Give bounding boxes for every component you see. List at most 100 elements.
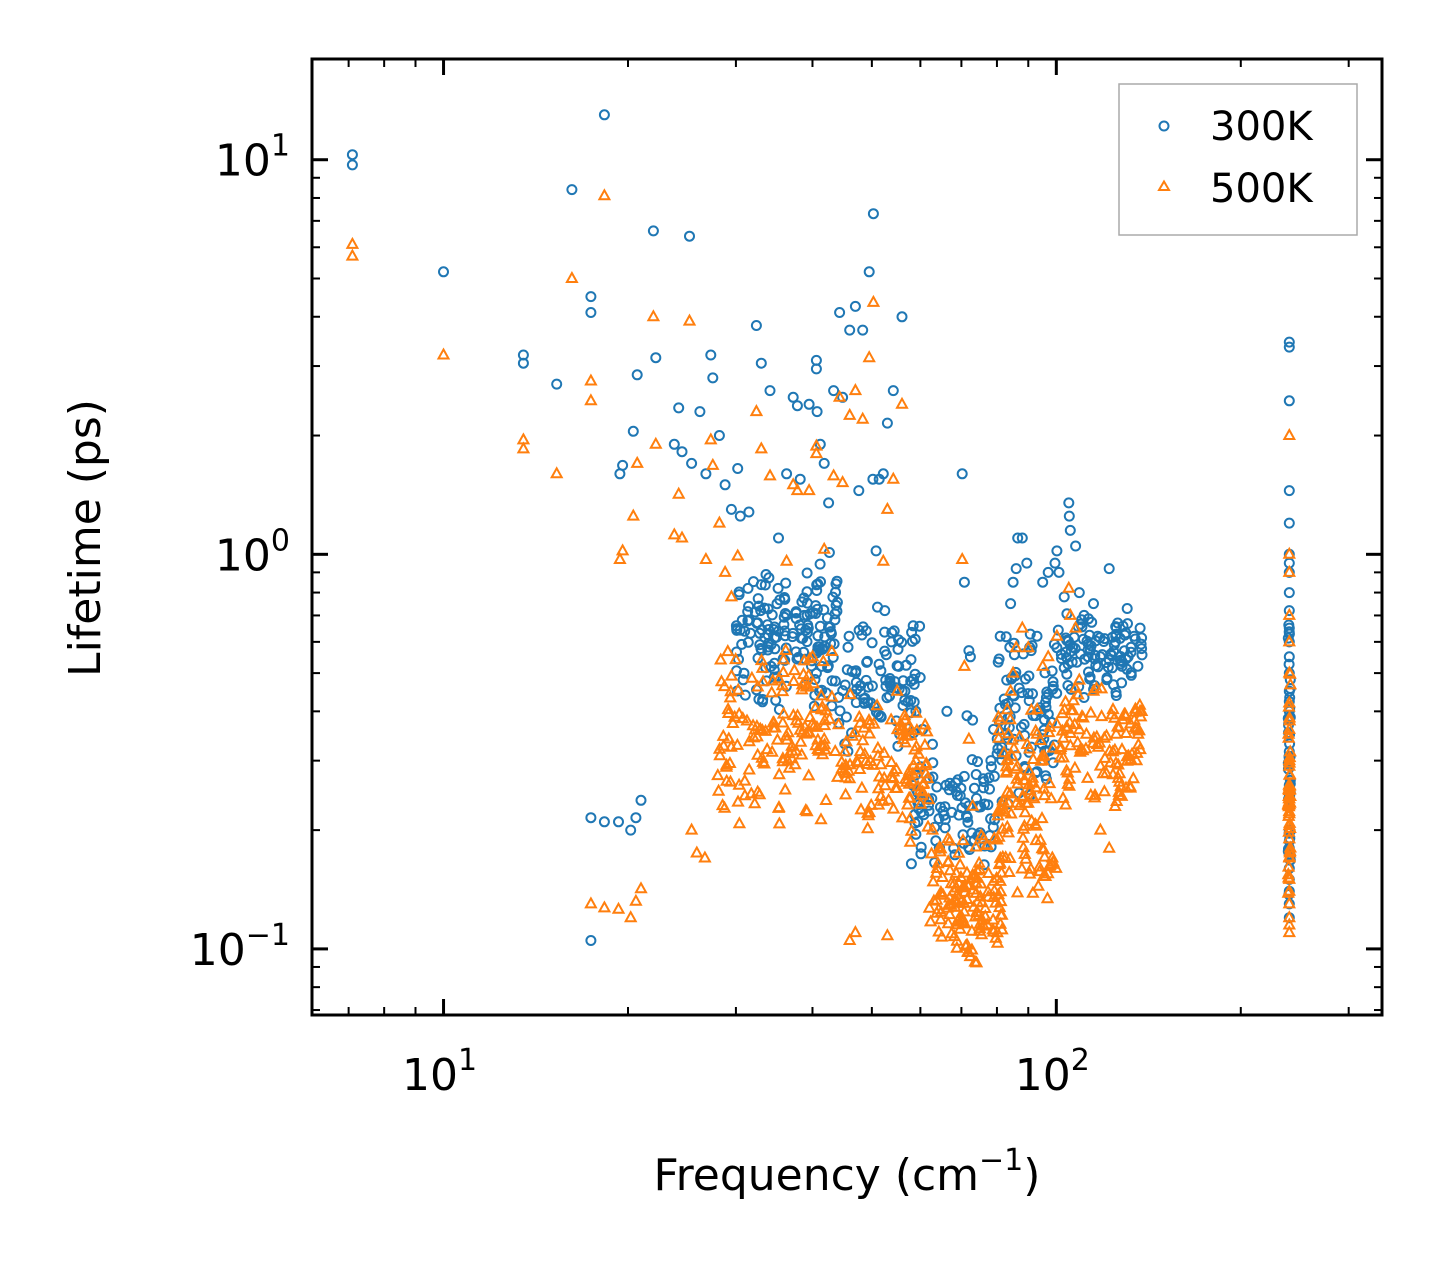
scatter-point-300k <box>798 592 810 604</box>
scatter-point-500k <box>744 786 758 799</box>
scatter-point-300k <box>952 774 964 786</box>
scatter-point-500k <box>861 821 875 834</box>
scatter-point-300k <box>867 208 879 220</box>
scatter-point-500k <box>730 737 745 750</box>
scatter-point-300k <box>877 468 889 480</box>
scatter-point-300k <box>755 579 767 591</box>
scatter-point-500k <box>801 679 815 692</box>
scatter-point-500k <box>880 501 895 514</box>
scatter-point-500k <box>955 551 969 564</box>
scatter-point-500k <box>796 667 811 680</box>
scatter-point-500k <box>980 837 994 850</box>
scatter-point-500k <box>1282 564 1296 577</box>
scatter-point-500k <box>1054 739 1068 752</box>
scatter-point-500k <box>755 660 770 673</box>
scatter-point-300k <box>1031 630 1043 642</box>
scatter-point-500k <box>957 658 972 671</box>
scatter-point-500k <box>927 893 941 906</box>
scatter-point-500k <box>1013 798 1027 811</box>
scatter-point-300k <box>956 468 968 480</box>
scatter-point-500k <box>1030 726 1044 739</box>
scatter-point-500k <box>1282 427 1296 440</box>
scatter-point-500k <box>1127 712 1141 725</box>
scatter-point-300k <box>779 630 791 642</box>
scatter-point-500k <box>909 705 923 718</box>
scatter-point-500k <box>817 731 831 744</box>
scatter-point-500k <box>825 689 839 702</box>
scatter-point-500k <box>839 734 853 747</box>
scatter-point-500k <box>775 684 790 697</box>
scatter-point-500k <box>704 432 718 445</box>
scatter-point-500k <box>904 728 918 741</box>
scatter-point-500k <box>975 895 989 908</box>
scatter-point-500k <box>630 455 644 468</box>
scatter-point-500k <box>803 709 817 722</box>
scatter-point-500k <box>731 682 745 695</box>
scatter-point-300k <box>816 684 828 696</box>
scatter-point-500k <box>716 728 730 741</box>
scatter-point-500k <box>1066 693 1081 706</box>
scatter-point-500k <box>752 787 767 800</box>
scatter-point-500k <box>646 309 661 322</box>
scatter-point-500k <box>856 411 870 424</box>
scatter-point-500k <box>1105 707 1119 720</box>
scatter-point-500k <box>749 404 764 417</box>
scatter-point-500k <box>675 530 689 543</box>
scatter-point-500k <box>742 762 756 775</box>
scatter-point-300k <box>940 779 952 791</box>
scatter-point-500k <box>776 652 791 665</box>
y-tick-label: 10−1 <box>190 918 290 976</box>
scatter-point-500k <box>776 664 790 677</box>
scatter-point-500k <box>1046 740 1060 753</box>
scatter-point-300k <box>821 612 833 624</box>
scatter-point-500k <box>1282 721 1296 734</box>
scatter-point-300k <box>984 783 995 795</box>
scatter-point-500k <box>922 900 937 913</box>
scatter-point-300k <box>625 824 637 836</box>
scatter-point-300k <box>796 632 808 644</box>
scatter-point-500k <box>772 767 786 780</box>
scatter-point-500k <box>942 907 957 920</box>
scatter-point-300k <box>1090 660 1102 672</box>
scatter-point-500k <box>999 759 1014 772</box>
scatter-point-300k <box>915 841 927 853</box>
scatter-point-500k <box>706 457 720 470</box>
scatter-point-500k <box>958 880 972 893</box>
scatter-point-300k <box>1065 645 1077 657</box>
scatter-point-300k <box>810 363 822 375</box>
legend-label-500k: 500K <box>1210 166 1314 212</box>
scatter-point-500k <box>1108 742 1122 755</box>
scatter-point-500k <box>1036 658 1050 671</box>
scatter-point-500k <box>790 483 805 496</box>
scatter-point-500k <box>1035 811 1049 824</box>
scatter-point-300k <box>585 291 597 303</box>
scatter-point-300k <box>875 665 887 677</box>
scatter-point-500k <box>1129 721 1144 734</box>
scatter-point-500k <box>684 822 699 835</box>
scatter-point-300k <box>517 357 529 369</box>
scatter-point-500k <box>994 865 1009 878</box>
scatter-point-300k <box>843 630 855 642</box>
scatter-point-500k <box>754 441 768 454</box>
scatter-point-300k <box>985 755 997 767</box>
scatter-point-300k <box>834 307 846 318</box>
scatter-point-300k <box>585 307 597 318</box>
scatter-point-500k <box>1068 760 1082 773</box>
scatter-point-300k <box>763 572 775 584</box>
scatter-point-500k <box>925 822 940 835</box>
scatter-point-300k <box>772 582 784 594</box>
scatter-point-300k <box>834 705 846 717</box>
scatter-point-300k <box>725 503 737 515</box>
scatter-point-500k <box>977 831 991 844</box>
scatter-point-500k <box>1003 786 1017 799</box>
scatter-point-300k <box>438 266 449 278</box>
scatter-point-500k <box>1021 795 1035 808</box>
scatter-point-500k <box>965 798 980 811</box>
scatter-point-500k <box>1050 628 1064 641</box>
scatter-point-300k <box>676 446 688 458</box>
scatter-point-500k <box>721 702 735 715</box>
scatter-point-300k <box>684 230 695 242</box>
scatter-point-500k <box>1041 649 1055 662</box>
scatter-point-500k <box>876 553 890 566</box>
